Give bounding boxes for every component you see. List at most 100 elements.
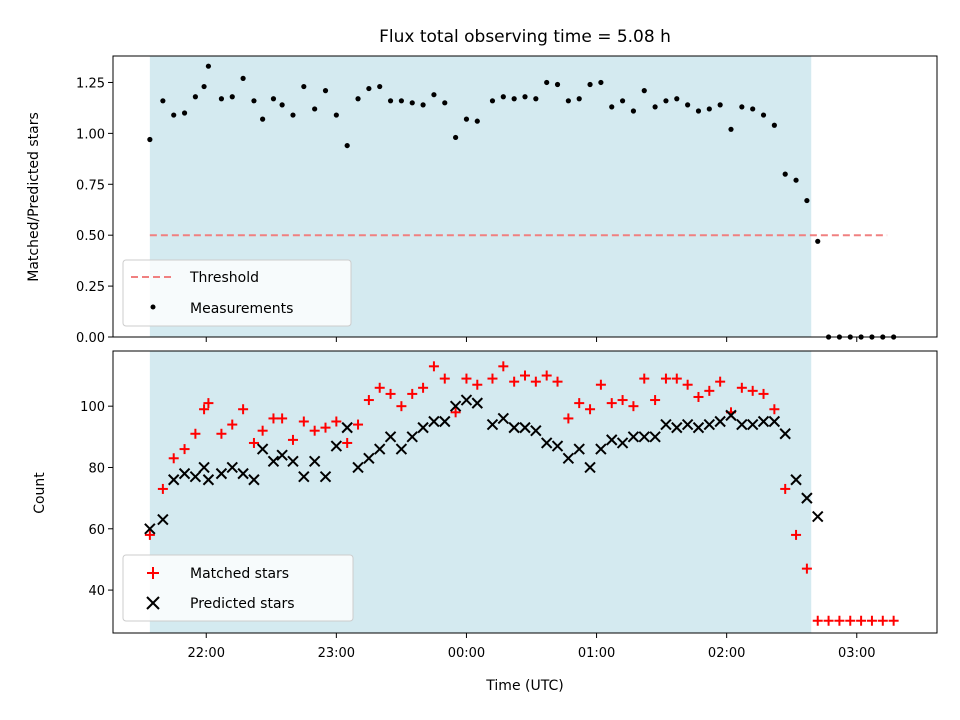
matched-star-point xyxy=(801,563,812,574)
matched-star-point xyxy=(671,373,682,384)
predicted-star-point xyxy=(248,474,260,486)
measurement-point xyxy=(782,171,788,177)
predicted-star-point xyxy=(267,455,280,468)
matched-star-point xyxy=(342,437,353,448)
measurement-point xyxy=(355,96,361,102)
matched-star-point xyxy=(268,413,279,424)
measurement-point xyxy=(587,81,593,88)
predicted-star-point xyxy=(649,431,661,443)
predicted-star-point xyxy=(616,437,629,449)
y-tick-label: 60 xyxy=(88,523,105,538)
measurement-point xyxy=(192,94,198,100)
matched-star-point xyxy=(320,422,331,433)
predicted-star-point xyxy=(341,421,353,434)
matched-star-point xyxy=(298,416,309,427)
predicted-star-point xyxy=(530,424,542,437)
matched-star-point xyxy=(374,382,385,393)
predicted-star-point xyxy=(374,443,386,455)
threshold-legend-label: Threshold xyxy=(189,270,259,286)
matched-star-point xyxy=(277,413,288,424)
matched-star-point xyxy=(585,404,596,415)
measurement-point xyxy=(366,85,372,92)
matched-star-point xyxy=(563,413,574,424)
y-tick-label: 0.00 xyxy=(76,331,105,346)
predicted-star-point xyxy=(460,394,473,406)
measurement-point xyxy=(695,108,702,114)
measurement-point xyxy=(333,112,339,118)
matched-star-point xyxy=(190,428,201,439)
measurement-point xyxy=(377,83,383,90)
predicted-star-point xyxy=(671,421,683,434)
matched-star-point xyxy=(617,395,628,406)
matched-star-point xyxy=(385,388,396,399)
top-legend: Threshold Measurements xyxy=(122,259,352,327)
predicted-star-point xyxy=(417,421,429,434)
matched-star-point xyxy=(227,419,238,430)
predicted-star-point xyxy=(519,421,531,434)
matched-star-point xyxy=(552,376,563,387)
predicted-star-point xyxy=(703,418,716,431)
measurement-point xyxy=(181,110,188,116)
matched-star-point xyxy=(363,395,374,406)
top-axis-ticks: 0.00 0.25 0.50 0.75 1.00 1.25 xyxy=(76,76,858,346)
predicted-star-point xyxy=(189,470,202,483)
matched-star-point xyxy=(203,398,214,409)
measurement-point xyxy=(171,112,177,118)
measurement-point xyxy=(750,106,756,112)
top-plot-frame xyxy=(112,55,938,338)
predicted-star-point xyxy=(352,461,364,474)
matched-star-point xyxy=(509,376,520,387)
matched-star-point xyxy=(780,483,791,494)
matched-star-point xyxy=(450,407,461,418)
predicted-star-point xyxy=(226,461,238,474)
predicted-star-point xyxy=(168,474,180,486)
measurement-point xyxy=(442,100,448,106)
matched-star-point xyxy=(331,416,342,427)
predicted-star-point xyxy=(319,470,332,483)
predicted-star-point xyxy=(237,467,249,480)
measurement-point xyxy=(598,79,604,86)
measurement-point xyxy=(609,104,615,110)
measurement-point xyxy=(728,126,734,132)
measurement-point xyxy=(344,142,350,149)
matched-star-point xyxy=(248,437,259,448)
measurements-legend-label: Measurements xyxy=(190,301,293,317)
predicted-star-point xyxy=(779,428,791,440)
bottom-plot-frame xyxy=(112,350,938,634)
predicted-star-point xyxy=(736,418,748,431)
predicted-star-point xyxy=(660,418,672,431)
matched-star-point xyxy=(877,615,888,626)
measurement-point xyxy=(279,102,285,108)
predicted-star-point xyxy=(692,421,705,434)
predicted-star-point xyxy=(746,418,759,431)
measurement-point xyxy=(619,98,626,104)
predicted-star-point xyxy=(298,470,310,483)
matched-star-point xyxy=(574,398,585,409)
bottom-y-axis-label: Count xyxy=(32,472,48,514)
measurement-point xyxy=(420,102,426,108)
predicted-star-point xyxy=(562,452,575,464)
bottom-panel: Count Time (UTC) 40 60 80 100 22:00 23:00 00:0… xyxy=(32,350,938,694)
measurements-series xyxy=(147,63,897,340)
predicted-star-point xyxy=(287,455,299,468)
predicted-star-point xyxy=(308,455,321,468)
matched-star-point xyxy=(758,388,769,399)
measurement-point xyxy=(160,98,166,104)
y-tick-label: 40 xyxy=(88,584,105,599)
measurement-point xyxy=(218,96,225,102)
y-tick-label: 80 xyxy=(88,461,105,476)
predicted-star-point xyxy=(198,461,210,474)
measurement-point xyxy=(205,63,212,69)
measurement-point xyxy=(544,79,550,86)
measurement-point xyxy=(652,104,658,110)
predicted-star-point xyxy=(276,449,288,461)
predicted-star-point xyxy=(714,415,726,428)
matched-star-point xyxy=(439,373,450,384)
predicted-star-point xyxy=(757,415,770,428)
measurement-point xyxy=(641,88,647,94)
matched-star-point xyxy=(498,361,509,372)
matched-star-point xyxy=(845,615,856,626)
measurement-point xyxy=(322,88,329,94)
matched-star-point xyxy=(407,388,418,399)
bottom-legend: Matched stars Predicted stars xyxy=(122,554,354,622)
